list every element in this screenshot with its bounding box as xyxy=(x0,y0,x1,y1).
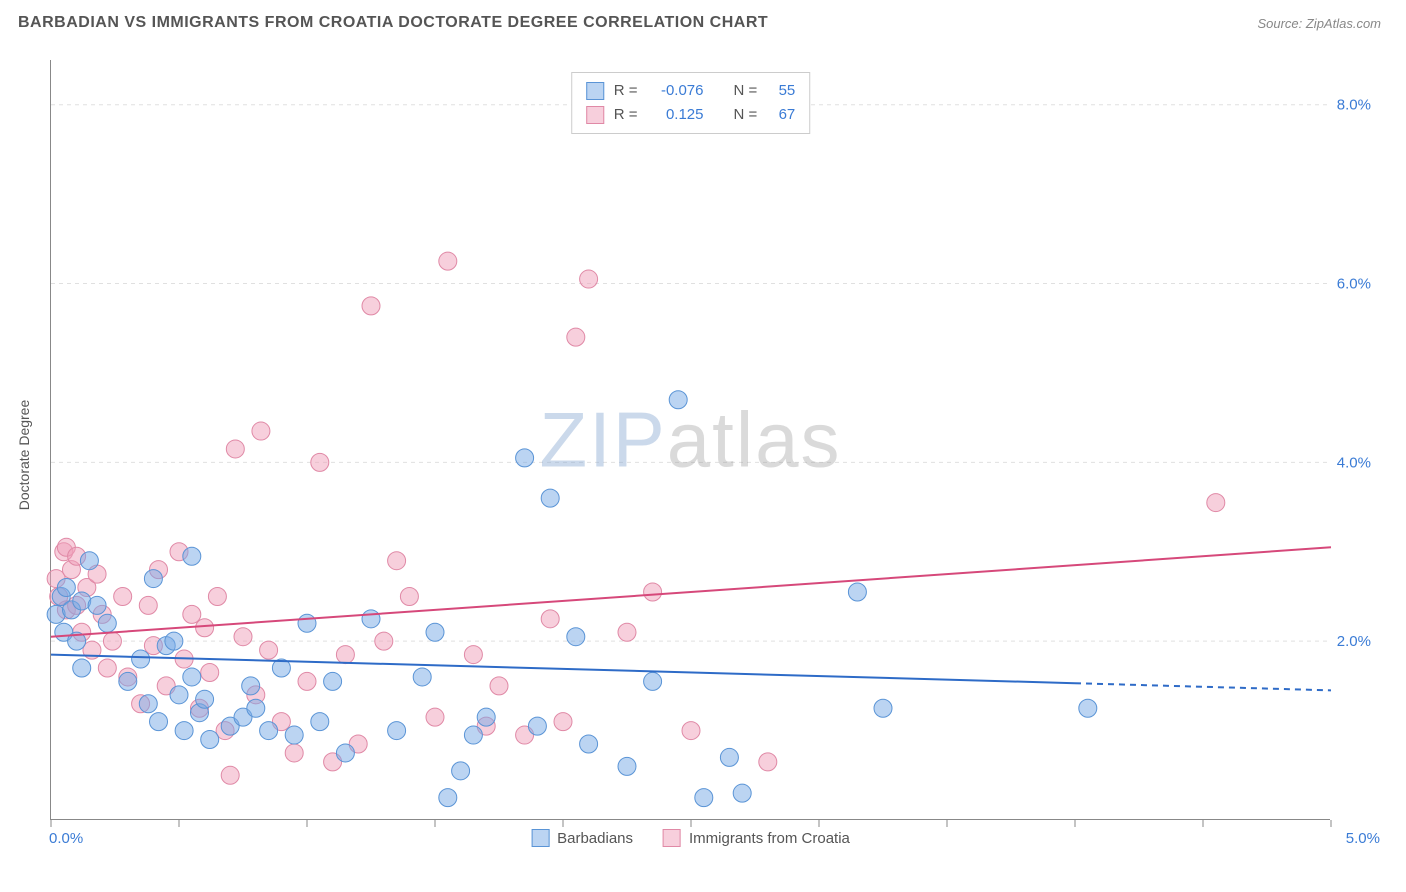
legend-item-2: Immigrants from Croatia xyxy=(663,829,850,847)
y-axis-label: Doctorate Degree xyxy=(16,400,32,511)
value-R-1: -0.076 xyxy=(648,79,704,103)
source-attribution: Source: ZipAtlas.com xyxy=(1257,16,1381,31)
svg-text:2.0%: 2.0% xyxy=(1337,633,1371,650)
value-R-2: 0.125 xyxy=(648,103,704,127)
label-N: N = xyxy=(734,79,758,103)
plot-area: 2.0%4.0%6.0%8.0% ZIPatlas R = -0.076 N =… xyxy=(50,60,1330,820)
correlation-row-2: R = 0.125 N = 67 xyxy=(586,103,796,127)
correlation-box: R = -0.076 N = 55 R = 0.125 N = 67 xyxy=(571,72,811,134)
value-N-2: 67 xyxy=(767,103,795,127)
legend-label-2: Immigrants from Croatia xyxy=(689,830,850,847)
swatch-series-1 xyxy=(531,829,549,847)
legend-item-1: Barbadians xyxy=(531,829,633,847)
chart-title: BARBADIAN VS IMMIGRANTS FROM CROATIA DOC… xyxy=(18,14,768,32)
bottom-legend: Barbadians Immigrants from Croatia xyxy=(531,823,850,847)
swatch-series-2 xyxy=(586,106,604,124)
swatch-series-2 xyxy=(663,829,681,847)
scatter-svg: 2.0%4.0%6.0%8.0% xyxy=(51,60,1331,820)
correlation-row-1: R = -0.076 N = 55 xyxy=(586,79,796,103)
legend-label-1: Barbadians xyxy=(557,830,633,847)
chart-container: Doctorate Degree 2.0%4.0%6.0%8.0% ZIPatl… xyxy=(50,50,1380,860)
label-N: N = xyxy=(734,103,758,127)
x-axis-max-label: 5.0% xyxy=(1346,830,1380,847)
label-R: R = xyxy=(614,79,638,103)
swatch-series-1 xyxy=(586,82,604,100)
label-R: R = xyxy=(614,103,638,127)
svg-text:6.0%: 6.0% xyxy=(1337,276,1371,293)
x-axis-origin-label: 0.0% xyxy=(49,830,83,847)
svg-text:8.0%: 8.0% xyxy=(1337,97,1371,114)
svg-text:4.0%: 4.0% xyxy=(1337,454,1371,471)
value-N-1: 55 xyxy=(767,79,795,103)
